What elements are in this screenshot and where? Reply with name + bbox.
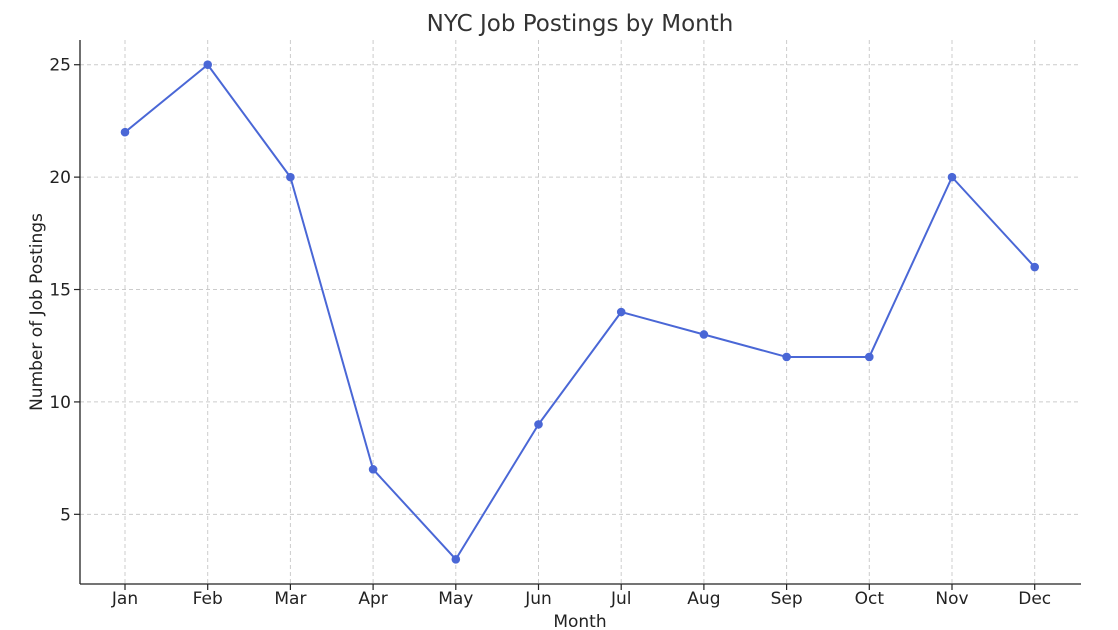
series <box>120 60 1039 564</box>
data-point-dec <box>1030 262 1039 272</box>
data-point-nov <box>947 172 957 182</box>
series-line <box>124 63 1036 561</box>
x-tick-label: Dec <box>1018 589 1051 609</box>
x-tick-label: Apr <box>358 589 387 609</box>
y-axis-label: Number of Job Postings <box>27 213 47 411</box>
x-tick-label: Nov <box>935 589 968 609</box>
data-point-oct <box>865 352 874 362</box>
data-point-aug <box>699 330 709 339</box>
x-tick-label: Jan <box>111 589 138 609</box>
x-tick-label: Jul <box>610 589 632 609</box>
data-point-may <box>451 554 461 564</box>
data-point-sep <box>782 352 791 362</box>
x-tick-label: May <box>438 589 473 609</box>
x-axis-label: Month <box>553 612 606 630</box>
data-point-jan <box>120 127 130 137</box>
ticks: 5 10 15 20 25 Jan Feb Mar Apr May Jun Jul Aug Sep Oct N… <box>49 56 1051 609</box>
y-tick-label: 25 <box>49 56 71 76</box>
data-point-jun <box>534 420 543 429</box>
axes <box>79 40 1081 585</box>
x-tick-label: Mar <box>274 589 306 609</box>
data-point-jul <box>616 307 626 317</box>
x-tick-label: Feb <box>193 589 223 609</box>
y-tick-label: 15 <box>49 281 71 301</box>
x-tick-label: Jun <box>524 589 552 609</box>
chart-title: NYC Job Postings by Month <box>427 11 734 37</box>
data-point-feb <box>203 60 212 70</box>
y-tick-label: 10 <box>49 393 71 413</box>
data-point-apr <box>368 465 378 474</box>
data-point-mar <box>286 172 295 182</box>
y-tick-label: 5 <box>60 505 71 525</box>
y-tick-label: 20 <box>49 168 71 188</box>
x-tick-label: Sep <box>771 589 803 609</box>
x-tick-label: Oct <box>855 589 885 609</box>
grid-lines <box>80 40 1081 584</box>
x-tick-label: Aug <box>687 589 720 609</box>
